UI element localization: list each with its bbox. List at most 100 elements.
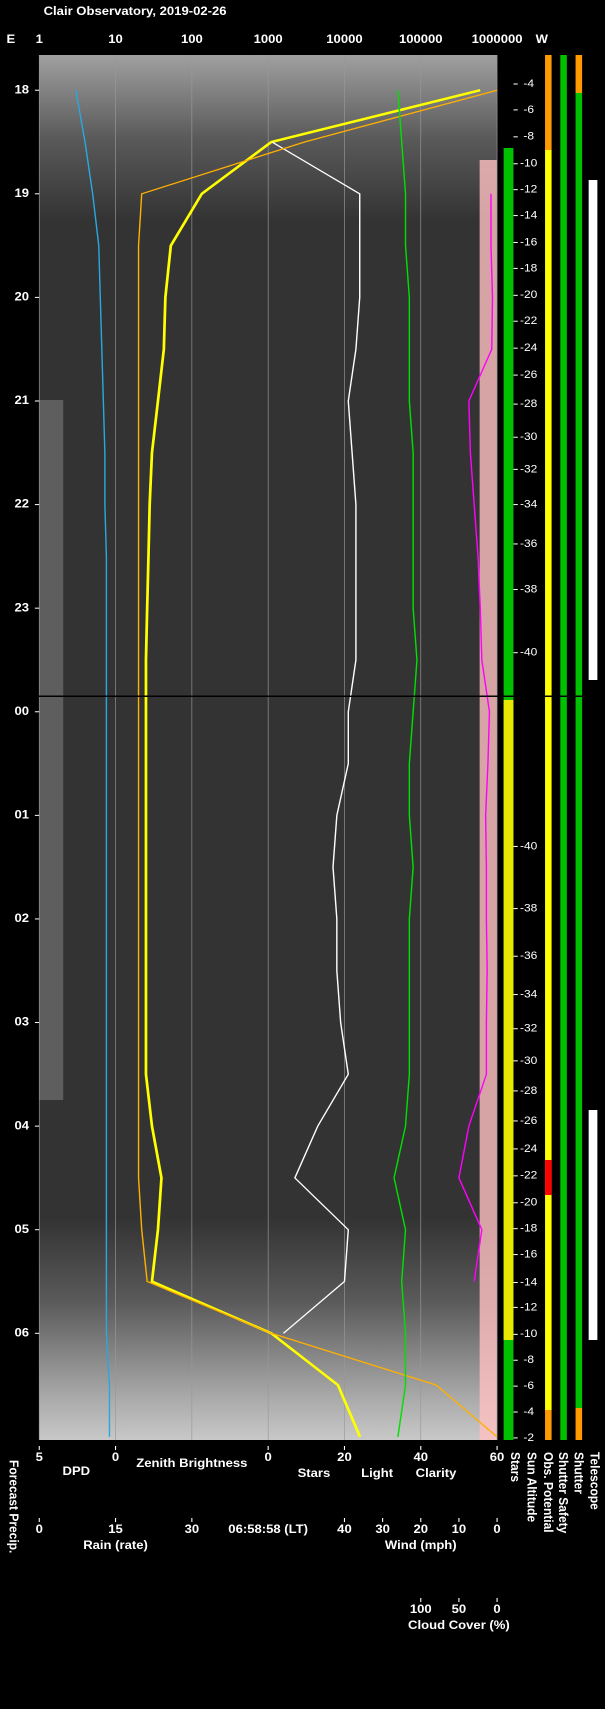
status-label: Shutter	[571, 1452, 586, 1494]
scale-tick-label: 100	[410, 1603, 432, 1616]
x-tick-label: 10	[108, 33, 123, 46]
sun-altitude-label: -14	[520, 210, 538, 221]
sun-altitude-label: -32	[520, 1023, 537, 1034]
shutter-status	[575, 1408, 583, 1440]
sun-altitude-label: -18	[520, 263, 537, 274]
y-tick-label: 23	[15, 601, 30, 614]
sun-altitude-label: -34	[520, 499, 538, 510]
y-tick-label: 18	[15, 83, 30, 96]
obs-potential-status	[545, 150, 552, 1410]
status-label: Telescope	[588, 1452, 603, 1510]
sun-altitude-label: -12	[520, 1302, 537, 1313]
scale-tick-label: 0	[493, 1523, 500, 1536]
sun-altitude-label: -38	[520, 584, 537, 595]
sun-altitude-label: -16	[520, 237, 537, 248]
series-label: Light	[361, 1467, 394, 1480]
y-tick-label: 00	[15, 704, 30, 717]
y-tick-label: 01	[15, 808, 30, 821]
y-tick-label: 20	[15, 290, 30, 303]
scale-label: Rain (rate)	[83, 1539, 148, 1552]
status-label: Obs. Potential	[541, 1452, 556, 1533]
sun-altitude-label: -2	[523, 1432, 534, 1443]
obs-potential-status	[545, 55, 552, 150]
y-tick-label: 06	[15, 1326, 30, 1339]
east-label: E	[7, 33, 16, 46]
scale-tick-label: 40	[413, 1451, 428, 1464]
sun-altitude-label: -20	[520, 290, 537, 301]
sun-altitude-label: -24	[520, 1143, 538, 1154]
sun-altitude-label: -36	[520, 538, 537, 549]
x-tick-label: 100000	[399, 33, 443, 46]
sun-altitude-label: -12	[520, 184, 537, 195]
chart-title: Clair Observatory, 2019-02-26	[44, 5, 227, 18]
scale-tick-label: 0	[493, 1603, 500, 1616]
sun-altitude-label: -8	[523, 1355, 534, 1366]
sun-altitude-label: -24	[520, 342, 538, 353]
sun-altitude-label: -26	[520, 1115, 537, 1126]
sun-altitude-label: -40	[520, 841, 537, 852]
status-label: Stars	[508, 1452, 523, 1482]
shutter-status	[575, 55, 583, 93]
telescope-status	[588, 1110, 598, 1340]
scale-tick-label: 50	[452, 1603, 467, 1616]
sun-altitude-label: -40	[520, 647, 537, 658]
sun-altitude-label: -10	[520, 1329, 537, 1340]
scale-tick-label: 0	[112, 1451, 119, 1464]
sun-altitude-label: -16	[520, 1249, 537, 1260]
sun-altitude-label: -28	[520, 398, 537, 409]
series-label: DPD	[62, 1465, 90, 1478]
sun-altitude-label: -30	[520, 1055, 537, 1066]
sun-altitude-label: -22	[520, 1170, 537, 1181]
series-line	[393, 90, 418, 1437]
series-line	[458, 193, 494, 1282]
status-label: Sun Altitude	[524, 1452, 539, 1522]
scale-tick-label: 15	[108, 1523, 123, 1536]
shutter-status	[575, 93, 583, 1408]
scale-tick-label: 30	[375, 1523, 390, 1536]
sun-altitude-label: -38	[520, 903, 537, 914]
sun-altitude-label: -20	[520, 1197, 537, 1208]
sun-altitude-label: -36	[520, 951, 537, 962]
status-label: Shutter Safety	[556, 1452, 571, 1533]
shutter-safety-status	[560, 55, 567, 1440]
obs-potential-status	[545, 1160, 552, 1195]
sky-glow	[39, 400, 64, 1100]
sun-altitude-label: -4	[523, 78, 534, 89]
telescope-status	[588, 180, 598, 680]
scale-tick-label: 60	[490, 1451, 505, 1464]
scale-tick-label: 40	[337, 1523, 352, 1536]
y-tick-label: 22	[15, 497, 30, 510]
stars-status-part	[503, 700, 514, 1340]
x-tick-label: 10000	[326, 33, 362, 46]
scale-tick-label: 0	[265, 1451, 272, 1464]
series-line	[144, 88, 481, 1438]
y-tick-label: 04	[15, 1119, 30, 1132]
series-line	[271, 141, 361, 1334]
y-tick-label: 02	[15, 912, 30, 925]
x-tick-label: 1000	[254, 33, 283, 46]
sun-altitude-label: -26	[520, 369, 537, 380]
x-tick-label: 100	[181, 33, 203, 46]
y-tick-label: 19	[15, 186, 30, 199]
scale-tick-label: 5	[36, 1451, 43, 1464]
forecast-area	[479, 160, 498, 1440]
y-tick-label: 03	[15, 1015, 30, 1028]
sun-altitude-label: -22	[520, 316, 537, 327]
x-tick-label: 1000000	[472, 33, 523, 46]
series-label: Clarity	[416, 1467, 457, 1480]
series-label: Zenith Brightness	[136, 1457, 247, 1470]
sun-altitude-label: -6	[523, 104, 534, 115]
series-label: Cloud Cover (%)	[408, 1619, 510, 1632]
y-tick-label: 05	[15, 1222, 30, 1235]
status-label: Forecast Precip.	[7, 1460, 22, 1553]
scale-tick-label: 20	[413, 1523, 428, 1536]
scale-label: Wind (mph)	[385, 1539, 457, 1552]
scale-tick-label: 0	[36, 1523, 43, 1536]
series-line	[137, 89, 498, 1438]
obs-potential-status	[545, 1410, 552, 1440]
sun-altitude-label: -6	[523, 1380, 534, 1391]
sun-altitude-label: -32	[520, 464, 537, 475]
scale-tick-label: 10	[452, 1523, 467, 1536]
